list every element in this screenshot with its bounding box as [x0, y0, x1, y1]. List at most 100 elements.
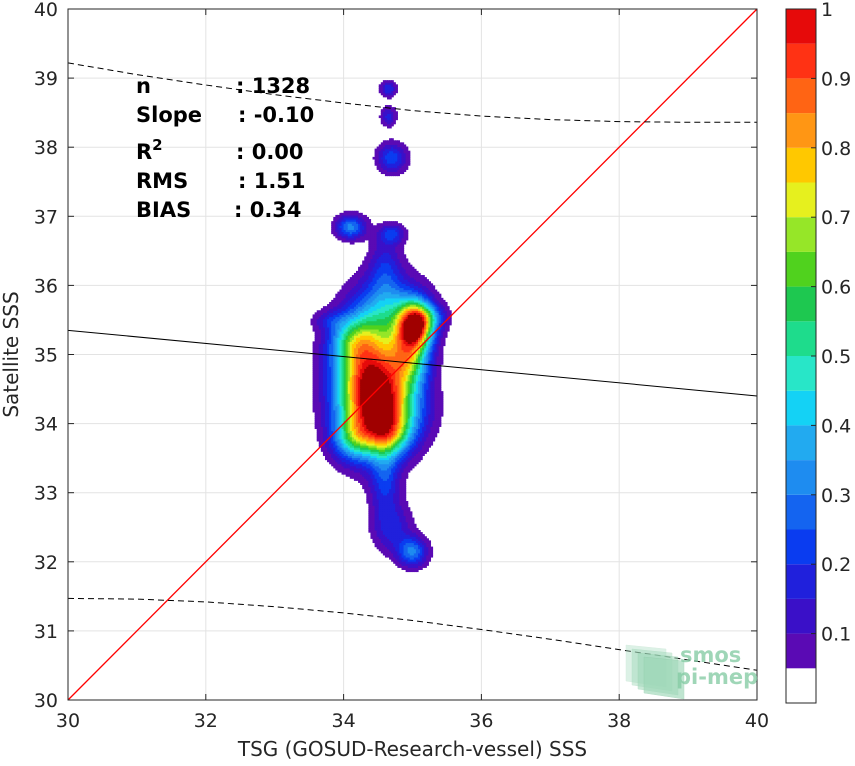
- density-cell: [384, 297, 388, 301]
- density-cell: [389, 428, 392, 432]
- density-cell: [360, 469, 363, 473]
- density-cell: [362, 333, 365, 336]
- density-cell: [358, 364, 361, 367]
- density-cell: [376, 434, 380, 438]
- density-cell: [362, 467, 365, 471]
- density-cell: [347, 345, 351, 349]
- density-cell: [364, 426, 367, 430]
- density-cell: [380, 277, 384, 280]
- density-cell: [387, 260, 390, 264]
- density-cell: [382, 447, 386, 450]
- density-cell: [382, 115, 386, 119]
- density-cell: [347, 347, 351, 351]
- density-cell: [376, 320, 380, 324]
- density-cell: [376, 146, 380, 150]
- density-cell: [351, 420, 355, 423]
- density-cell: [391, 374, 394, 378]
- density-cell: [387, 550, 390, 554]
- density-cell: [335, 231, 338, 235]
- density-cell: [364, 411, 367, 415]
- density-cell: [374, 246, 378, 249]
- density-cell: [366, 490, 370, 494]
- density-cell: [370, 362, 374, 365]
- density-cell: [325, 374, 328, 378]
- density-cell: [316, 424, 320, 427]
- density-cell: [382, 86, 386, 90]
- density-cell: [378, 289, 382, 293]
- density-cell: [370, 440, 374, 444]
- density-cell: [335, 380, 338, 384]
- density-cell: [356, 413, 359, 417]
- density-cell: [389, 293, 392, 297]
- density-cell: [389, 476, 392, 479]
- density-cell: [368, 486, 372, 490]
- density-cell: [370, 235, 374, 239]
- density-cell: [339, 304, 343, 307]
- density-cell: [320, 434, 324, 438]
- density-cell: [333, 395, 336, 398]
- density-cell: [368, 490, 372, 494]
- density-cell: [395, 498, 398, 502]
- density-cell: [351, 372, 355, 376]
- density-cell: [389, 484, 392, 488]
- density-cell: [378, 353, 382, 357]
- density-cell: [320, 391, 324, 394]
- density-cell: [391, 161, 394, 164]
- density-cell: [331, 434, 334, 438]
- density-cell: [382, 268, 386, 272]
- density-cell: [356, 291, 359, 295]
- density-cell: [353, 343, 357, 347]
- density-cell: [343, 210, 347, 214]
- density-cell: [389, 152, 392, 156]
- density-cell: [356, 212, 359, 216]
- density-cell: [393, 266, 396, 270]
- density-cell: [387, 440, 390, 444]
- density-cell: [362, 376, 365, 380]
- density-cell: [329, 461, 332, 465]
- density-cell: [364, 231, 367, 235]
- density-cell: [393, 445, 396, 448]
- density-cell: [370, 403, 374, 407]
- density-cell: [356, 341, 359, 345]
- density-cell: [335, 229, 338, 233]
- density-cell: [362, 426, 365, 430]
- density-cell: [382, 167, 386, 170]
- density-cell: [374, 316, 378, 320]
- density-cell: [391, 142, 394, 146]
- density-cell: [331, 310, 334, 313]
- density-cell: [347, 378, 351, 382]
- density-cell: [327, 457, 330, 461]
- density-cell: [387, 318, 390, 322]
- density-cell: [337, 436, 341, 440]
- density-cell: [382, 123, 386, 127]
- density-cell: [393, 416, 396, 419]
- density-cell: [360, 322, 363, 326]
- density-cell: [391, 413, 394, 417]
- density-cell: [374, 391, 378, 394]
- density-cell: [337, 372, 341, 376]
- density-cell: [353, 320, 357, 324]
- density-cell: [391, 552, 394, 556]
- density-cell: [382, 440, 386, 444]
- density-cell: [366, 401, 370, 405]
- density-cell: [382, 542, 386, 546]
- density-cell: [329, 438, 332, 442]
- density-cell: [391, 393, 394, 396]
- density-cell: [314, 378, 318, 382]
- density-cell: [384, 308, 388, 311]
- density-cell: [380, 291, 384, 295]
- density-cell: [374, 372, 378, 376]
- density-cell: [347, 395, 351, 398]
- density-cell: [380, 505, 384, 508]
- density-cell: [387, 463, 390, 467]
- density-cell: [393, 401, 396, 405]
- density-cell: [389, 451, 392, 454]
- density-cell: [372, 376, 376, 380]
- density-cell: [312, 345, 316, 349]
- density-cell: [329, 459, 332, 463]
- density-cell: [335, 420, 338, 423]
- density-cell: [320, 364, 324, 367]
- density-cell: [337, 447, 341, 450]
- density-cell: [380, 391, 384, 394]
- density-cell: [382, 416, 386, 419]
